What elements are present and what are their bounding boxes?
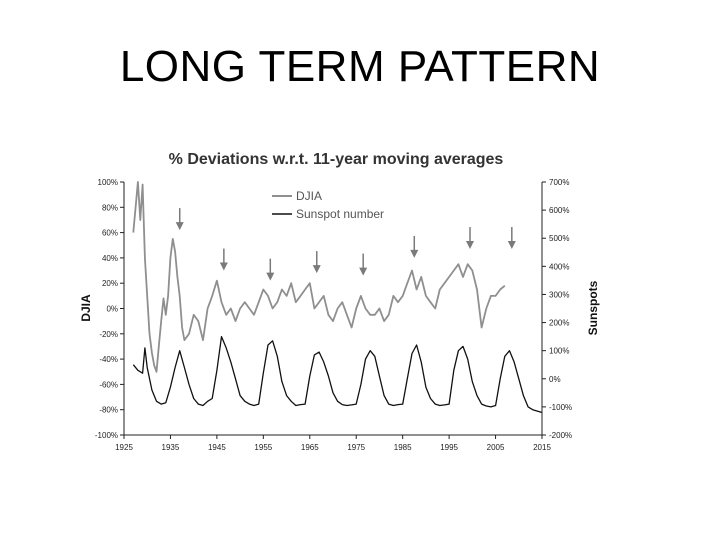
down-arrow-icon (359, 253, 368, 276)
annotation-arrows (175, 208, 516, 281)
left-tick-label: 40% (102, 254, 118, 263)
left-tick-label: -40% (99, 355, 118, 364)
down-arrow-icon (466, 227, 475, 250)
left-tick-label: 60% (102, 229, 118, 238)
right-y-ticks: 700% 600% 500% 400% 300% 200% 100% 0% -100% -200% (542, 178, 572, 440)
x-tick-label: 1975 (347, 443, 365, 452)
right-tick-label: 300% (549, 290, 569, 299)
right-tick-label: 500% (549, 234, 569, 243)
left-tick-label: -60% (99, 380, 118, 389)
right-axis-title: Sunspots (586, 280, 600, 335)
chart-title: % Deviations w.r.t. 11-year moving avera… (169, 151, 504, 168)
down-arrow-icon (312, 251, 321, 274)
down-arrow-icon (175, 208, 184, 231)
left-tick-label: -100% (95, 431, 118, 440)
series-layer (132, 181, 543, 414)
down-arrow-icon (410, 235, 419, 258)
x-tick-label: 1965 (301, 443, 319, 452)
x-tick-label: 1925 (115, 443, 133, 452)
left-tick-label: 0% (106, 305, 118, 314)
left-tick-label: -80% (99, 406, 118, 415)
down-arrow-icon (507, 227, 516, 250)
left-tick-label: -20% (99, 330, 118, 339)
x-tick-label: 1995 (440, 443, 458, 452)
left-tick-label: 100% (98, 178, 118, 187)
right-tick-label: 700% (549, 178, 569, 187)
x-tick-label: 1935 (162, 443, 180, 452)
x-tick-label: 1985 (394, 443, 412, 452)
down-arrow-icon (266, 258, 275, 281)
down-arrow-icon (219, 248, 228, 271)
legend-label-djia: DJIA (296, 189, 322, 203)
right-tick-label: 0% (549, 375, 561, 384)
right-tick-label: -200% (549, 431, 572, 440)
sunspot-series-line (132, 335, 543, 414)
left-tick-label: 80% (102, 203, 118, 212)
x-tick-label: 1955 (254, 443, 272, 452)
right-tick-label: 100% (549, 347, 569, 356)
legend: DJIA Sunspot number (272, 189, 384, 221)
legend-label-sunspot: Sunspot number (296, 207, 384, 221)
right-tick-label: 600% (549, 206, 569, 215)
right-tick-label: 200% (549, 319, 569, 328)
slide-title: LONG TERM PATTERN (119, 42, 601, 91)
right-tick-label: 400% (549, 262, 569, 271)
right-tick-label: -100% (549, 403, 572, 412)
x-tick-label: 2015 (533, 443, 551, 452)
x-ticks: 1925 1935 1945 1955 1965 1975 1985 1995 2005 2015 (115, 435, 551, 452)
left-axis-title: DJIA (79, 294, 93, 322)
x-tick-label: 1945 (208, 443, 226, 452)
left-tick-label: 20% (102, 279, 118, 288)
x-tick-label: 2005 (487, 443, 505, 452)
djia-series-line (132, 181, 506, 373)
left-y-ticks: 100% 80% 60% 40% 20% 0% -20% -40% -60% -80% -100% (95, 178, 124, 440)
